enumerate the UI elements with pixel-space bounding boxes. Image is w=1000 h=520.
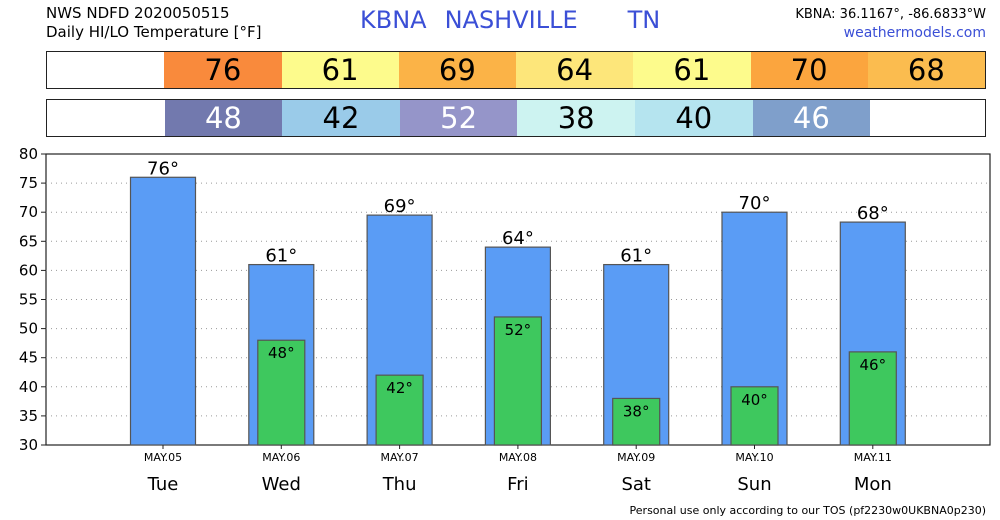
y-tick-label: 70 (19, 203, 38, 221)
weekday-label: Mon (854, 474, 892, 495)
state-name: TN (627, 6, 661, 34)
low-bar-label: 52° (505, 321, 532, 339)
low-temp-cell (47, 100, 165, 136)
y-tick-label: 35 (19, 407, 38, 425)
high-temp-cell: 76 (164, 52, 282, 88)
weekday-label: Sat (621, 474, 651, 495)
date-label: MAY.07 (381, 451, 419, 464)
station-id: KBNA (360, 6, 427, 34)
low-bar (730, 386, 779, 446)
y-tick-label: 50 (19, 320, 38, 338)
header-product: Daily HI/LO Temperature [°F] (46, 23, 262, 41)
low-bar-label: 42° (386, 379, 413, 397)
y-tick-label: 45 (19, 349, 38, 367)
high-bar-label: 64° (502, 228, 534, 249)
y-tick-label: 55 (19, 291, 38, 309)
low-bar (257, 339, 306, 446)
weekday-label: Wed (262, 474, 301, 495)
low-temp-cell: 52 (399, 100, 518, 136)
high-bar-label: 61° (620, 246, 652, 267)
high-bar (129, 176, 197, 446)
high-temp-cell: 61 (281, 52, 399, 88)
temperature-chart: 30 35 40 45 50 55 60 65 70 75 80 76° MAY.05 Tue 61° 48°… (19, 145, 991, 495)
low-bar (375, 374, 424, 446)
high-bar-label: 61° (265, 246, 297, 267)
low-bar-label: 40° (741, 391, 768, 409)
low-bar (493, 316, 542, 446)
low-temp-cell: 38 (517, 100, 635, 136)
y-tick-label: 60 (19, 261, 38, 279)
weekday-label: Sun (737, 474, 771, 495)
site-link[interactable]: weathermodels.com (843, 25, 986, 41)
header-location: KBNA NASHVILLE TN (360, 6, 770, 34)
date-label: MAY.05 (144, 451, 182, 464)
header-right: KBNA: 36.1167°, -86.6833°W weathermodels… (795, 5, 986, 43)
header-run: NWS NDFD 2020050515 (46, 4, 230, 22)
y-tick-label: 65 (19, 232, 38, 250)
low-temp-cell: 48 (164, 100, 283, 136)
station-coords: KBNA: 36.1167°, -86.6833°W (795, 7, 986, 22)
date-label: MAY.09 (617, 451, 655, 464)
low-temp-cell: 40 (634, 100, 753, 136)
high-bar-label: 70° (739, 193, 771, 214)
tos-note: Personal use only according to our TOS (… (629, 504, 986, 517)
low-bar (612, 397, 661, 446)
date-label: MAY.06 (262, 451, 300, 464)
date-label: MAY.10 (735, 451, 773, 464)
high-temp-strip: 76 61 69 64 61 70 68 (46, 51, 986, 89)
y-tick-label: 80 (19, 145, 38, 163)
weekday-label: Thu (382, 474, 417, 495)
low-temp-strip: 48 42 52 38 40 46 (46, 99, 986, 137)
high-temp-cell: 69 (398, 52, 516, 88)
high-temp-cell: 70 (750, 52, 868, 88)
city-name: NASHVILLE (444, 6, 578, 34)
high-bar-label: 68° (857, 203, 889, 224)
high-temp-cell (47, 52, 165, 88)
low-temp-cell: 46 (752, 100, 871, 136)
header-left: NWS NDFD 2020050515 Daily HI/LO Temperat… (46, 4, 262, 42)
high-temp-cell: 64 (516, 52, 634, 88)
weekday-label: Fri (507, 474, 528, 495)
high-bar-label: 69° (384, 196, 416, 217)
y-tick-label: 30 (19, 436, 38, 454)
weekday-label: Tue (147, 474, 179, 495)
low-bar (848, 351, 897, 446)
date-label: MAY.11 (854, 451, 892, 464)
low-bar-label: 48° (268, 344, 295, 362)
y-tick-label: 40 (19, 378, 38, 396)
high-temp-cell: 68 (867, 52, 985, 88)
low-bar-label: 38° (623, 402, 650, 420)
date-label: MAY.08 (499, 451, 537, 464)
low-temp-cell: 42 (282, 100, 400, 136)
high-bar-label: 76° (147, 158, 179, 179)
y-tick-label: 75 (19, 174, 38, 192)
high-temp-cell: 61 (633, 52, 751, 88)
low-bar-label: 46° (860, 356, 887, 374)
